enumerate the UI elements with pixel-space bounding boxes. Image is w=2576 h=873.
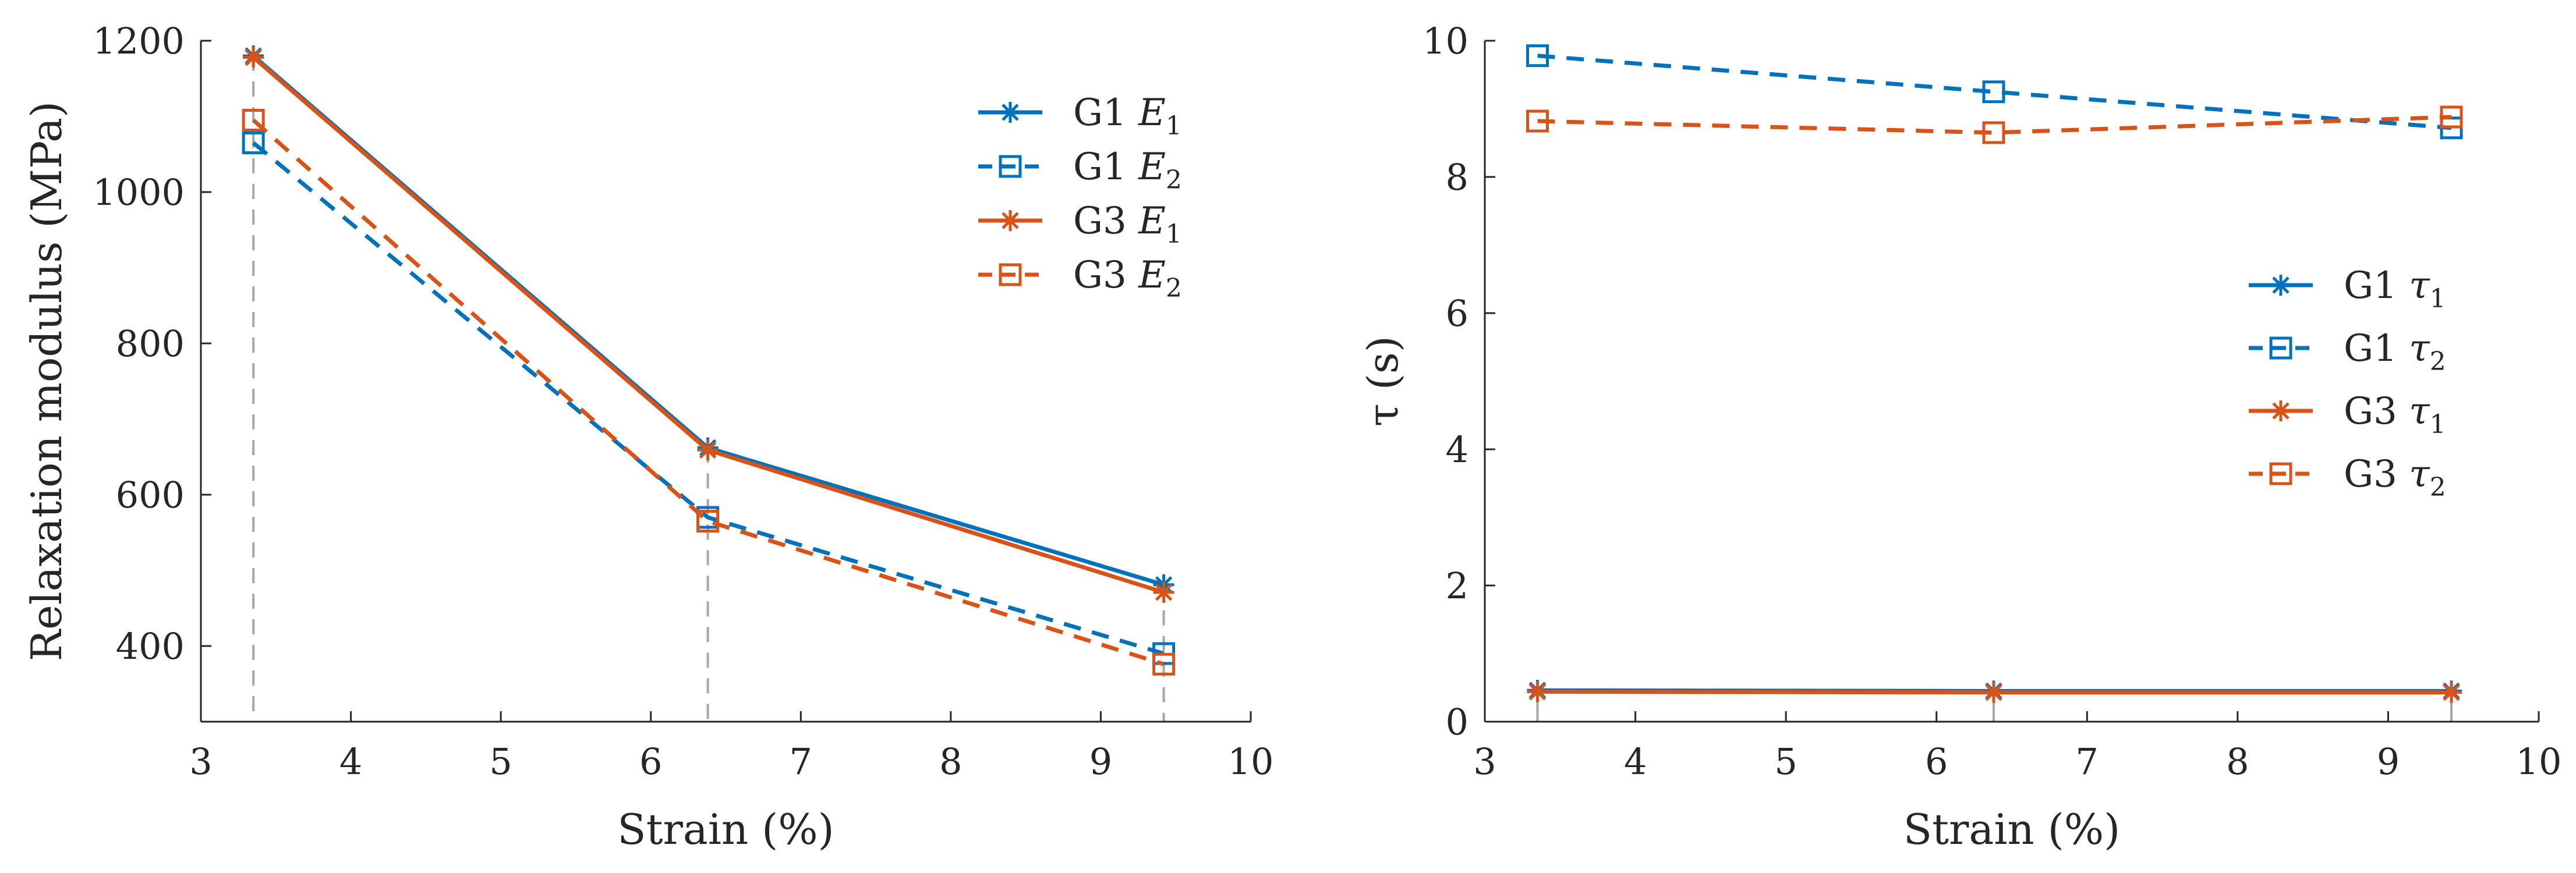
y-tick-label: 1000 <box>93 171 185 214</box>
x-axis-label: Strain (%) <box>1903 805 2120 854</box>
data-point <box>1153 581 1174 603</box>
data-point <box>1152 652 1176 676</box>
y-tick-label: 400 <box>116 625 185 668</box>
x-tick-label: 4 <box>339 740 362 783</box>
x-tick-label: 5 <box>1774 740 1797 783</box>
series-line-G1-E2 <box>252 141 1165 656</box>
x-tick-label: 8 <box>2226 740 2249 783</box>
x-tick-label: 3 <box>189 740 212 783</box>
x-tick-label: 9 <box>2377 740 2400 783</box>
y-tick-label: 6 <box>1446 292 1469 335</box>
legend-marker <box>2270 275 2291 296</box>
data-point <box>242 132 265 154</box>
x-tick-label: 7 <box>2076 740 2099 783</box>
x-tick-label: 10 <box>2516 740 2562 783</box>
legend-marker <box>999 155 1022 178</box>
legend-entry: G1 E1 <box>1073 91 1182 141</box>
legend-entry: G3 E2 <box>1073 254 1182 303</box>
y-tick-label: 800 <box>116 322 185 365</box>
y-tick-label: 4 <box>1446 428 1469 471</box>
legend-entry: G1 τ2 <box>2344 327 2446 377</box>
legend: G1 E1 G1 E2 G3 E1 G3 E2 <box>978 91 1182 303</box>
y-tick-label: 1200 <box>93 20 185 62</box>
data-point <box>696 510 720 533</box>
legend-marker <box>2269 336 2292 360</box>
legend-entry: G3 E1 <box>1073 200 1182 249</box>
x-tick-label: 7 <box>790 740 812 783</box>
y-tick-label: 8 <box>1446 156 1469 198</box>
x-tick-label: 8 <box>939 740 962 783</box>
x-tick-label: 4 <box>1624 740 1647 783</box>
legend-marker <box>999 263 1022 286</box>
x-tick-label: 10 <box>1228 740 1274 783</box>
legend-marker <box>1000 102 1021 123</box>
data-point <box>697 439 719 461</box>
data-point <box>1526 109 1549 133</box>
modulus-chart: 3 4 5 6 7 8 9 10 400 600 800 1000 1200 Strain (%) Rela… <box>22 20 1273 854</box>
series-line-G1-τ2 <box>1537 54 2452 130</box>
legend-marker <box>2270 400 2291 421</box>
legend-marker <box>1000 210 1021 231</box>
data-point <box>1983 682 2004 703</box>
x-tick-label: 3 <box>1473 740 1496 783</box>
y-axis-label: τ (s) <box>1358 336 1407 427</box>
data-point <box>1982 80 2005 104</box>
x-tick-label: 5 <box>489 740 512 783</box>
data-point <box>242 109 265 132</box>
data-point <box>2441 682 2462 703</box>
series-line-G3-τ2 <box>1537 115 2452 135</box>
legend: G1 τ1 G1 τ2 G3 τ1 G3 τ2 <box>2249 264 2446 502</box>
x-tick-label: 6 <box>1925 740 1948 783</box>
x-tick-label: 9 <box>1089 740 1112 783</box>
legend-entry: G3 τ1 <box>2344 390 2446 439</box>
y-axis-label: Relaxation modulus (MPa) <box>22 101 71 661</box>
data-point <box>1526 44 1549 68</box>
legend-marker <box>2269 462 2292 485</box>
y-tick-label: 10 <box>1423 20 1469 62</box>
legend-entry: G1 τ1 <box>2344 264 2446 314</box>
x-axis-label: Strain (%) <box>617 805 834 854</box>
data-point <box>243 47 264 68</box>
y-tick-label: 0 <box>1446 701 1469 743</box>
y-tick-label: 600 <box>116 474 185 516</box>
data-point <box>2440 105 2463 129</box>
y-tick-label: 2 <box>1446 565 1469 607</box>
data-point <box>1982 121 2005 144</box>
legend-entry: G1 E2 <box>1073 146 1182 195</box>
data-point <box>1527 681 1548 702</box>
x-tick-label: 6 <box>639 740 662 783</box>
legend-entry: G3 τ2 <box>2344 453 2446 502</box>
